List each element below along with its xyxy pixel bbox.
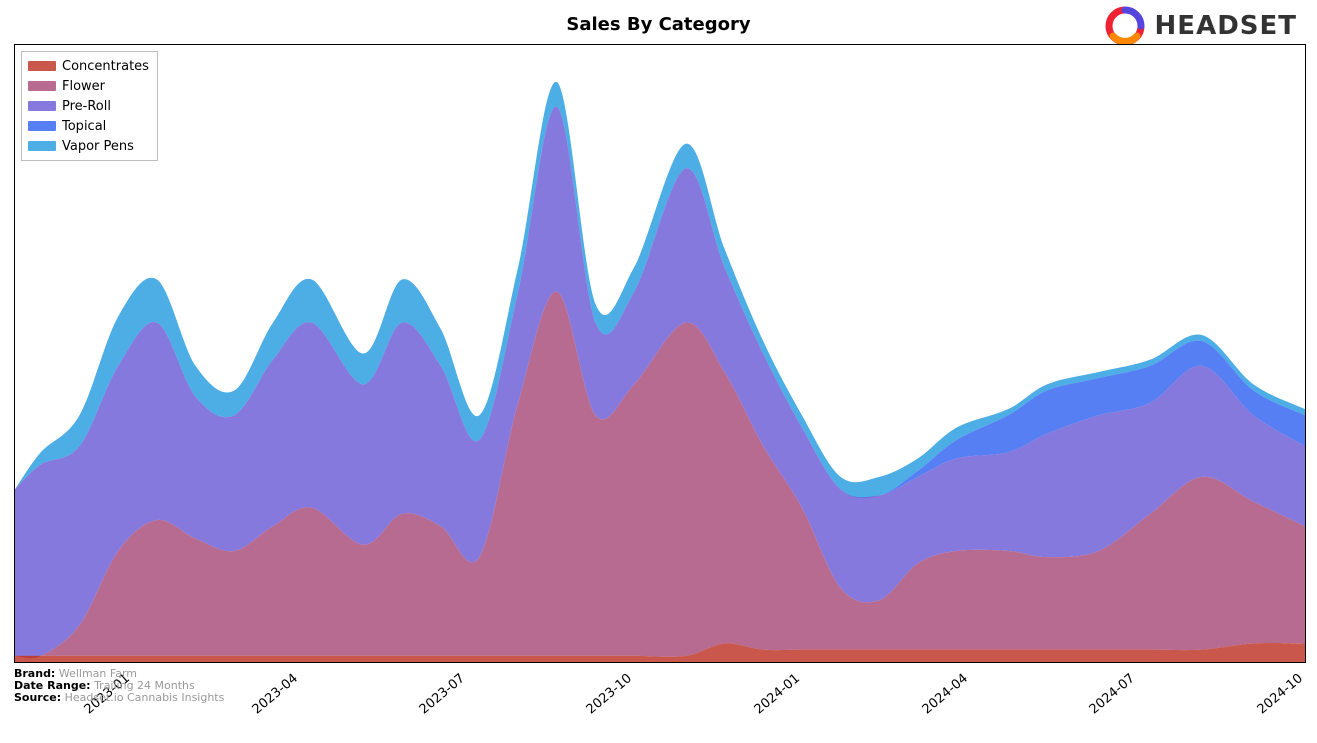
chart-plot-area: Concentrates Flower Pre-Roll Topical Vapor P…	[14, 44, 1306, 663]
legend-item-vapor-pens: Vapor Pens	[28, 136, 149, 156]
x-tick-label: 2023-10	[584, 671, 635, 717]
legend-label: Vapor Pens	[62, 139, 134, 154]
chart-title: Sales By Category	[0, 14, 1317, 35]
x-tick-label: 2023-07	[416, 671, 467, 717]
legend-item-flower: Flower	[28, 76, 149, 96]
legend-item-pre-roll: Pre-Roll	[28, 96, 149, 116]
legend-label: Pre-Roll	[62, 99, 111, 114]
legend-label: Concentrates	[62, 59, 149, 74]
meta-source: Source: Headset.io Cannabis Insights	[14, 691, 224, 704]
legend-item-topical: Topical	[28, 116, 149, 136]
x-tick-label: 2024-04	[919, 671, 970, 717]
legend-swatch	[28, 121, 56, 131]
legend-swatch	[28, 61, 56, 71]
meta-source-value: Headset.io Cannabis Insights	[65, 691, 225, 704]
legend-label: Flower	[62, 79, 105, 94]
legend-swatch	[28, 101, 56, 111]
legend-item-concentrates: Concentrates	[28, 56, 149, 76]
stacked-area-svg	[15, 45, 1305, 662]
legend-label: Topical	[62, 119, 106, 134]
legend-swatch	[28, 141, 56, 151]
legend-swatch	[28, 81, 56, 91]
meta-source-label: Source:	[14, 691, 61, 704]
x-tick-label: 2023-04	[250, 671, 301, 717]
x-tick-label: 2024-10	[1255, 671, 1306, 717]
x-tick-label: 2024-07	[1087, 671, 1138, 717]
chart-legend: Concentrates Flower Pre-Roll Topical Vapor P…	[21, 51, 158, 161]
x-tick-label: 2024-01	[752, 671, 803, 717]
